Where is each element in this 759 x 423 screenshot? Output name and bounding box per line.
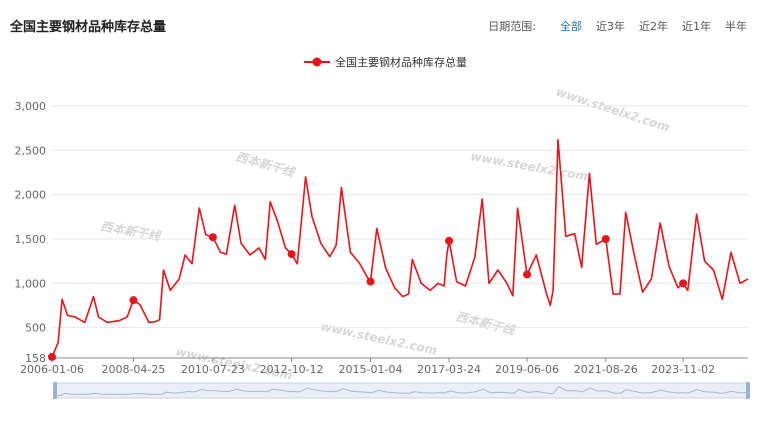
x-tick-label: 2006-01-06 (20, 363, 84, 376)
data-point-marker[interactable] (366, 277, 375, 286)
y-tick-label: 2,500 (15, 144, 47, 157)
y-tick-label: 2,000 (15, 189, 47, 202)
slider-track[interactable] (54, 382, 749, 399)
y-tick-label: 1,500 (15, 233, 47, 246)
y-tick-label: 500 (25, 322, 46, 335)
range-option-1y[interactable]: 近1年 (682, 20, 711, 33)
y-tick-label: 158 (25, 352, 46, 365)
range-option-all[interactable]: 全部 (560, 20, 582, 33)
watermark-text: 西本新干线 (234, 149, 297, 180)
series-line (51, 138, 749, 358)
data-point-marker[interactable] (601, 235, 610, 244)
y-tick-label: 3,000 (15, 100, 47, 113)
chart-legend[interactable]: 全国主要钢材品种库存总量 (304, 55, 467, 69)
page-title: 全国主要钢材品种库存总量 (10, 20, 167, 35)
data-point-marker[interactable] (679, 279, 688, 288)
x-tick-label: 2019-06-06 (495, 363, 559, 376)
x-tick-label: 2021-08-26 (574, 363, 638, 376)
range-option-3y[interactable]: 近3年 (596, 20, 625, 33)
data-point-marker[interactable] (48, 352, 56, 361)
watermark-text: 西本新干线 (454, 309, 518, 338)
legend-label: 全国主要钢材品种库存总量 (335, 55, 467, 69)
datazoom-slider[interactable] (53, 382, 750, 399)
data-point-marker[interactable] (287, 250, 296, 259)
date-range-selector: 日期范围: 全部 近3年 近2年 近1年 半年 (488, 18, 747, 34)
slider-handle-left[interactable] (53, 382, 57, 399)
data-point-marker[interactable] (129, 296, 138, 305)
legend-marker-swatch (312, 57, 322, 67)
watermark-text: www.steelx2.com (319, 319, 438, 357)
range-option-6m[interactable]: 半年 (725, 20, 747, 33)
y-tick-label: 1,000 (15, 277, 47, 290)
watermark-text: www.steelx2.com (554, 85, 671, 135)
data-point-marker[interactable] (523, 270, 532, 279)
data-point-marker[interactable] (208, 233, 217, 242)
x-tick-label: 2023-11-02 (651, 363, 715, 376)
slider-handle-right[interactable] (746, 382, 750, 399)
x-tick-label: 2012-10-12 (260, 363, 324, 376)
x-tick-label: 2017-03-24 (417, 363, 481, 376)
data-point-marker[interactable] (445, 236, 454, 245)
date-range-label: 日期范围: (488, 20, 536, 33)
x-tick-label: 2015-01-04 (339, 363, 403, 376)
watermark-text: 西本新干线 (99, 219, 162, 244)
watermark-text: www.steelx2.com (469, 149, 588, 183)
watermark-layer: www.steelx2.com 西本新干线 www.steelx2.com 西本新干线… (99, 85, 671, 383)
x-tick-label: 2008-04-25 (101, 363, 165, 376)
x-tick-label: 2010-07-23 (181, 363, 245, 376)
slider-preview-line (54, 385, 749, 397)
range-option-2y[interactable]: 近2年 (639, 20, 668, 33)
